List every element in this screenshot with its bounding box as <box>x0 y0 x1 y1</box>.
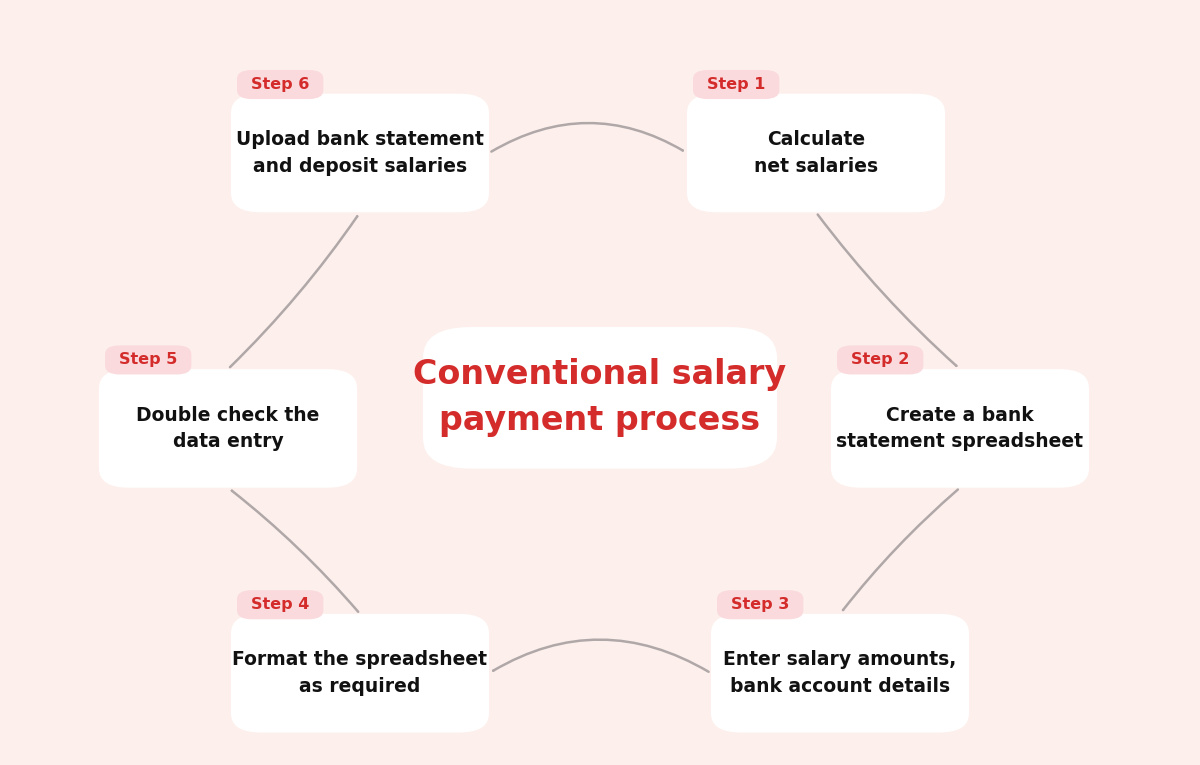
Text: Conventional salary
payment process: Conventional salary payment process <box>414 358 786 438</box>
FancyBboxPatch shape <box>106 346 192 375</box>
Text: Upload bank statement
and deposit salaries: Upload bank statement and deposit salari… <box>236 130 484 176</box>
FancyBboxPatch shape <box>716 591 804 620</box>
FancyBboxPatch shape <box>98 369 358 488</box>
Text: Step 4: Step 4 <box>251 597 310 612</box>
Text: Format the spreadsheet
as required: Format the spreadsheet as required <box>233 650 487 696</box>
Text: Step 5: Step 5 <box>119 353 178 367</box>
FancyBboxPatch shape <box>686 94 946 213</box>
FancyBboxPatch shape <box>694 70 780 99</box>
FancyArrowPatch shape <box>817 214 956 366</box>
FancyBboxPatch shape <box>238 591 324 620</box>
Text: Step 1: Step 1 <box>707 77 766 92</box>
Text: Step 6: Step 6 <box>251 77 310 92</box>
Text: Enter salary amounts,
bank account details: Enter salary amounts, bank account detai… <box>724 650 956 696</box>
FancyBboxPatch shape <box>238 70 324 99</box>
FancyArrowPatch shape <box>844 490 958 610</box>
FancyBboxPatch shape <box>710 614 970 733</box>
FancyBboxPatch shape <box>230 614 490 733</box>
FancyArrowPatch shape <box>232 490 358 612</box>
Text: Step 3: Step 3 <box>731 597 790 612</box>
Text: Double check the
data entry: Double check the data entry <box>137 405 319 451</box>
FancyArrowPatch shape <box>230 216 358 367</box>
FancyBboxPatch shape <box>838 346 924 375</box>
FancyArrowPatch shape <box>493 640 709 672</box>
FancyBboxPatch shape <box>830 369 1090 488</box>
FancyArrowPatch shape <box>491 123 683 151</box>
Text: Create a bank
statement spreadsheet: Create a bank statement spreadsheet <box>836 405 1084 451</box>
Text: Step 2: Step 2 <box>851 353 910 367</box>
Text: Calculate
net salaries: Calculate net salaries <box>754 130 878 176</box>
FancyBboxPatch shape <box>230 94 490 213</box>
FancyBboxPatch shape <box>424 327 778 468</box>
